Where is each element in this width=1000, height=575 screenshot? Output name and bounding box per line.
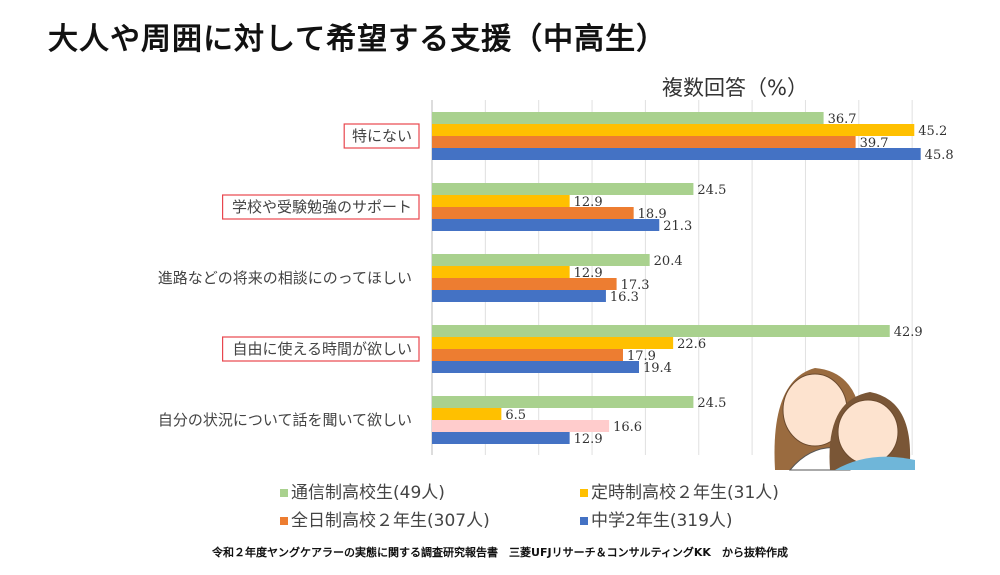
legend-swatch xyxy=(280,489,288,497)
bar xyxy=(432,325,890,337)
legend-swatch xyxy=(580,489,588,497)
data-label: 19.4 xyxy=(643,361,672,376)
data-label: 20.4 xyxy=(654,254,683,269)
bar xyxy=(432,219,660,231)
chart-title: 大人や周囲に対して希望する支援（中高生） xyxy=(48,22,668,57)
legend-label: 全日制高校２年生(307人) xyxy=(291,511,490,531)
data-label: 36.7 xyxy=(828,112,857,127)
data-label: 24.5 xyxy=(697,396,726,411)
bar xyxy=(432,420,610,432)
data-label: 39.7 xyxy=(860,136,889,151)
bar xyxy=(432,408,502,420)
category-label: 自由に使える時間が欲しい xyxy=(232,340,412,358)
legend-swatch xyxy=(280,517,288,525)
shirt-right xyxy=(835,456,915,470)
category-label: 特にない xyxy=(352,127,412,145)
category-label: 自分の状況について話を聞いて欲しい xyxy=(158,411,412,429)
legend-item: 全日制高校２年生(307人) xyxy=(280,506,490,531)
data-label: 16.6 xyxy=(613,420,642,435)
bar xyxy=(432,183,694,195)
bar xyxy=(432,148,921,160)
bar xyxy=(432,396,694,408)
bar xyxy=(432,195,570,207)
chart-subtitle: 複数回答（%） xyxy=(662,76,808,100)
illustration-two-girls xyxy=(774,368,915,471)
legend-label: 定時制高校２年生(31人) xyxy=(591,483,779,503)
data-label: 12.9 xyxy=(574,432,603,447)
data-label: 18.9 xyxy=(638,207,667,222)
data-label: 21.3 xyxy=(663,219,692,234)
bar xyxy=(432,337,674,349)
legend-item: 通信制高校生(49人) xyxy=(280,478,445,503)
data-label: 22.6 xyxy=(677,337,706,352)
bar xyxy=(432,349,623,361)
data-label: 17.9 xyxy=(627,349,656,364)
highlight-box xyxy=(222,194,420,220)
bar xyxy=(432,266,570,278)
highlight-box xyxy=(222,336,420,362)
bar xyxy=(432,136,856,148)
data-label: 12.9 xyxy=(574,266,603,281)
data-label: 6.5 xyxy=(505,408,526,423)
bar xyxy=(432,124,915,136)
bar xyxy=(432,254,650,266)
data-label: 17.3 xyxy=(621,278,650,293)
category-label: 学校や受験勉強のサポート xyxy=(232,198,412,216)
legend-item: 定時制高校２年生(31人) xyxy=(580,478,779,503)
legend-item: 中学2年生(319人) xyxy=(580,506,733,531)
source-note: 令和２年度ヤングケアラーの実態に関する調査研究報告書 三菱UFJリサーチ＆コンサ… xyxy=(212,546,788,559)
data-label: 45.2 xyxy=(918,124,947,139)
data-label: 45.8 xyxy=(925,148,954,163)
bar xyxy=(432,278,617,290)
bar xyxy=(432,361,639,373)
legend-label: 中学2年生(319人) xyxy=(591,511,733,531)
legend-swatch xyxy=(580,517,588,525)
legend-label: 通信制高校生(49人) xyxy=(291,483,445,503)
bar xyxy=(432,207,634,219)
data-label: 16.3 xyxy=(610,290,639,305)
bar xyxy=(432,290,606,302)
data-label: 42.9 xyxy=(894,325,923,340)
data-label: 12.9 xyxy=(574,195,603,210)
bar xyxy=(432,432,570,444)
category-label: 進路などの将来の相談にのってほしい xyxy=(158,269,412,287)
data-label: 24.5 xyxy=(697,183,726,198)
bar xyxy=(432,112,824,124)
highlight-box xyxy=(343,123,420,149)
face-right xyxy=(837,399,899,465)
